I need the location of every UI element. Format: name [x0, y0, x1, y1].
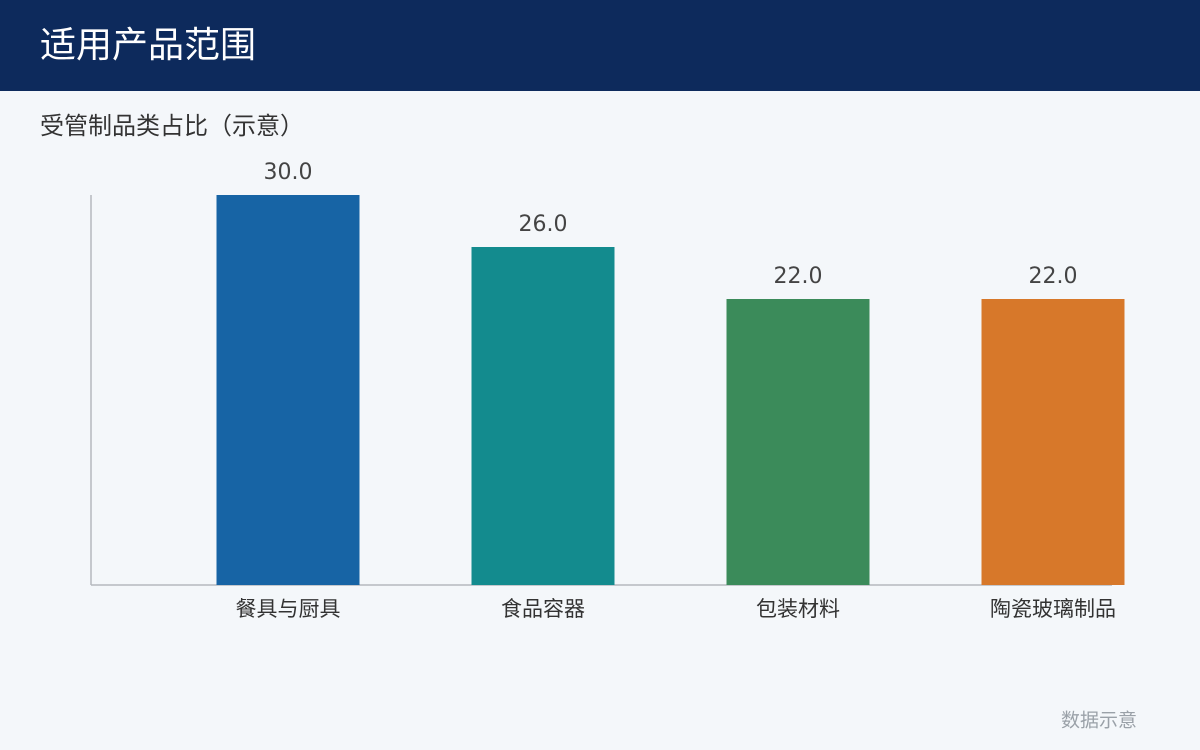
- bar: [471, 247, 615, 585]
- chart: 受管制品类占比（示意） 数据示意 30.0 餐具与厨具 26.0 食品容器 22.0 包装…: [40, 112, 1137, 732]
- x-tick-label: 食品容器: [501, 597, 585, 621]
- chart-title: 受管制品类占比（示意）: [40, 112, 304, 140]
- value-label: 22.0: [774, 264, 823, 289]
- footer-note: 数据示意: [1061, 710, 1137, 732]
- value-label: 22.0: [1029, 264, 1078, 289]
- bar: [726, 299, 870, 585]
- header: 适用产品范围: [0, 0, 1200, 91]
- value-label: 26.0: [519, 212, 568, 237]
- bar: [216, 195, 360, 585]
- x-tick-label: 陶瓷玻璃制品: [990, 597, 1116, 621]
- value-label: 30.0: [264, 160, 313, 185]
- x-tick-label: 包装材料: [756, 597, 840, 621]
- page-title: 适用产品范围: [40, 25, 257, 66]
- bar: [981, 299, 1125, 585]
- x-tick-label: 餐具与厨具: [236, 597, 341, 621]
